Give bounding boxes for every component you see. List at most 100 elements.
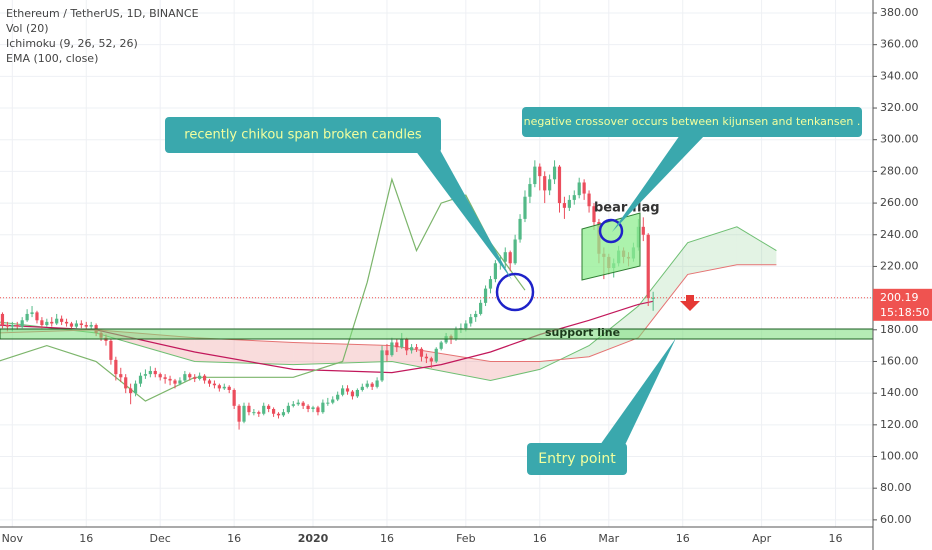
candle-body bbox=[513, 239, 517, 264]
countdown-label: 15:18:50 bbox=[880, 306, 929, 319]
cloud-fill bbox=[638, 242, 688, 338]
candle-body bbox=[434, 348, 438, 362]
candle-body bbox=[439, 342, 443, 349]
candle-body bbox=[10, 325, 14, 327]
drawings: support line bear flag recently chikou s… bbox=[0, 107, 874, 475]
x-tick-label: Dec bbox=[150, 532, 171, 545]
candle-body bbox=[158, 374, 162, 378]
candle-body bbox=[45, 321, 49, 326]
y-tick-label: 80.00 bbox=[880, 481, 912, 494]
price-label-bg bbox=[873, 288, 932, 321]
callout-pointer bbox=[612, 135, 705, 232]
candle-body bbox=[340, 388, 345, 395]
candle-body bbox=[380, 350, 384, 381]
candle-body bbox=[55, 318, 59, 324]
x-tick-label: 16 bbox=[380, 532, 394, 545]
candle-body bbox=[400, 339, 404, 348]
candle-body bbox=[153, 370, 157, 375]
candle-body bbox=[375, 380, 379, 387]
candle-body bbox=[217, 385, 221, 389]
candle-body bbox=[582, 182, 586, 194]
candle-body bbox=[518, 218, 522, 240]
cloud-fill bbox=[736, 226, 777, 265]
y-tick-label: 320.00 bbox=[880, 101, 919, 114]
candle-body bbox=[419, 348, 424, 357]
candle-body bbox=[306, 405, 310, 409]
candle-body bbox=[222, 386, 226, 389]
candle-body bbox=[355, 389, 359, 397]
candle-body bbox=[109, 340, 113, 360]
candle-body bbox=[207, 380, 212, 384]
x-tick-label: 2020 bbox=[298, 532, 329, 545]
candle-body bbox=[326, 402, 330, 404]
candle-body bbox=[291, 404, 295, 406]
cloud-span-a bbox=[0, 226, 777, 382]
candle-body bbox=[198, 375, 202, 379]
candle-body bbox=[414, 347, 419, 349]
candle-body bbox=[350, 391, 355, 397]
indicator-label: Ichimoku (9, 26, 52, 26) bbox=[6, 37, 138, 50]
price-axis-bg bbox=[873, 0, 932, 550]
candle-body bbox=[548, 179, 552, 191]
candle-body bbox=[276, 413, 281, 416]
cloud-fill bbox=[490, 361, 540, 381]
y-tick-label: 120.00 bbox=[880, 418, 919, 431]
indicator-label: EMA (100, close) bbox=[6, 52, 98, 65]
candle-body bbox=[69, 323, 74, 327]
cloud-fill bbox=[194, 337, 294, 365]
callout-box bbox=[522, 107, 862, 137]
candle-body bbox=[410, 347, 414, 351]
candle-body bbox=[267, 405, 271, 409]
y-tick-label: 260.00 bbox=[880, 196, 919, 209]
candle-body bbox=[464, 323, 468, 329]
callout-text: recently chikou span broken candles bbox=[184, 128, 422, 143]
candle-body bbox=[79, 323, 83, 326]
x-tick-label: 16 bbox=[227, 532, 241, 545]
candle-body bbox=[133, 383, 138, 394]
y-tick-label: 140.00 bbox=[880, 386, 919, 399]
y-tick-label: 60.00 bbox=[880, 513, 912, 526]
x-tick-label: 16 bbox=[79, 532, 93, 545]
candle-body bbox=[469, 317, 473, 324]
y-tick-label: 280.00 bbox=[880, 164, 919, 177]
candle-body bbox=[193, 377, 197, 379]
candle-body bbox=[562, 203, 567, 208]
candle-body bbox=[523, 196, 527, 219]
y-tick-label: 160.00 bbox=[880, 354, 919, 367]
candle-body bbox=[138, 375, 143, 384]
candle-body bbox=[405, 339, 409, 351]
candle-body bbox=[252, 412, 256, 414]
candle-body bbox=[15, 325, 19, 327]
price-label: 200.19 bbox=[880, 291, 919, 304]
highlight-circle bbox=[598, 218, 624, 244]
cloud-fill bbox=[391, 345, 491, 381]
candle-body bbox=[129, 388, 133, 394]
candle-body bbox=[143, 374, 148, 376]
callout-pointer bbox=[415, 150, 512, 280]
candle-body bbox=[84, 325, 88, 327]
candle-body bbox=[424, 356, 428, 359]
candle-body bbox=[173, 380, 177, 384]
candle-body bbox=[557, 166, 562, 204]
callout-box bbox=[527, 443, 627, 475]
candle-body bbox=[227, 386, 231, 390]
candle-body bbox=[483, 288, 488, 303]
candle-body bbox=[488, 279, 493, 289]
candle-body bbox=[188, 374, 192, 378]
highlight-circle bbox=[495, 272, 535, 312]
candle-body bbox=[212, 383, 217, 386]
candle-body bbox=[395, 342, 399, 348]
candle-body bbox=[20, 320, 24, 327]
candle-body bbox=[25, 313, 29, 321]
candle-body bbox=[592, 206, 596, 223]
candle-body bbox=[365, 383, 369, 387]
candle-body bbox=[390, 342, 394, 356]
y-tick-label: 380.00 bbox=[880, 6, 919, 19]
candle-body bbox=[74, 323, 79, 327]
candle-body bbox=[281, 412, 286, 416]
candle-body bbox=[577, 182, 581, 196]
candle-body bbox=[301, 402, 305, 406]
x-tick-label: Nov bbox=[2, 532, 24, 545]
candle-body bbox=[370, 383, 374, 387]
